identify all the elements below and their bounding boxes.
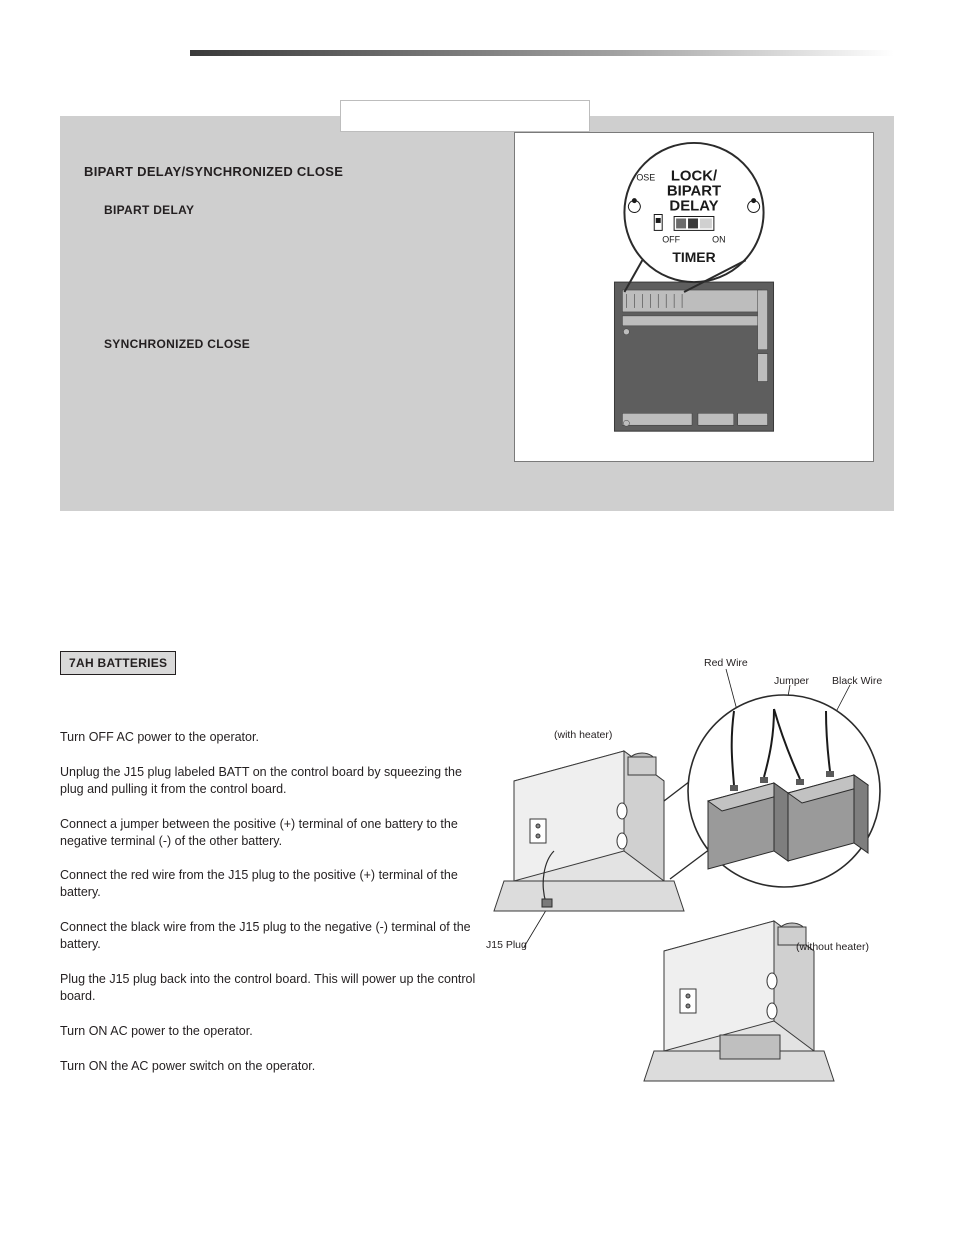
label-with-heater: (with heater) <box>554 729 612 741</box>
step-3: Connect a jumper between the positive (+… <box>60 816 480 850</box>
switch-ose-text: OSE <box>636 173 655 183</box>
switch-delay-text: DELAY <box>669 199 718 215</box>
step-6: Plug the J15 plug back into the control … <box>60 971 480 1005</box>
step-1: Turn OFF AC power to the operator. <box>60 729 480 746</box>
battery-steps: Turn OFF AC power to the operator. Unplu… <box>60 729 480 1074</box>
battery-diagram: Red Wire Jumper Black Wire (with heater)… <box>474 651 894 1091</box>
bipart-panel: BIPART DELAY/SYNCHRONIZED CLOSE BIPART D… <box>60 116 894 511</box>
switch-off-text: OFF <box>662 234 680 244</box>
header-gradient-rule <box>190 50 894 56</box>
label-red-wire: Red Wire <box>704 657 748 669</box>
board-figure: LOCK/ BIPART DELAY TIMER OFF ON OSE <box>514 132 874 462</box>
step-2: Unplug the J15 plug labeled BATT on the … <box>60 764 480 798</box>
switch-timer-text: TIMER <box>672 249 715 265</box>
label-j15: J15 Plug <box>486 939 527 951</box>
step-4: Connect the red wire from the J15 plug t… <box>60 867 480 901</box>
switch-lock-text: LOCK/ <box>671 169 717 185</box>
label-without-heater: (without heater) <box>796 941 869 953</box>
step-8: Turn ON the AC power switch on the opera… <box>60 1058 480 1075</box>
step-7: Turn ON AC power to the operator. <box>60 1023 480 1040</box>
switch-on-text: ON <box>712 234 725 244</box>
panel-tab-cutout <box>340 100 590 132</box>
label-black-wire: Black Wire <box>832 675 882 687</box>
label-jumper: Jumper <box>774 675 809 687</box>
battery-section: 7AH BATTERIES Turn OFF AC power to the o… <box>60 651 894 1074</box>
battery-box-label: 7AH BATTERIES <box>60 651 176 675</box>
switch-bipart-text: BIPART <box>667 184 721 200</box>
operator-with-heater <box>494 751 684 911</box>
step-5: Connect the black wire from the J15 plug… <box>60 919 480 953</box>
